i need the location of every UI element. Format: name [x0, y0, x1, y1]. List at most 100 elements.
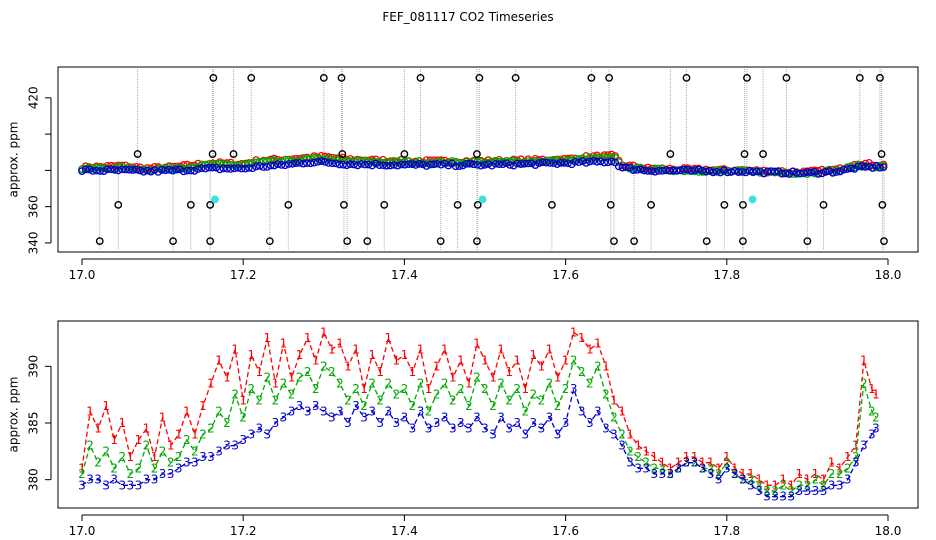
series-1-label: 1 [812, 467, 820, 481]
data-point-s3 [556, 159, 565, 167]
series-3-label: 3 [707, 467, 715, 481]
series-3-label: 3 [167, 467, 175, 481]
series-1-label: 1 [199, 399, 207, 413]
data-point-s3 [415, 160, 424, 168]
series-1-label: 1 [562, 354, 570, 368]
series-3-label: 3 [796, 484, 804, 498]
series-1-label: 1 [328, 342, 336, 356]
data-point-s3 [136, 166, 144, 175]
data-point-s3 [517, 160, 525, 168]
data-point-s3 [397, 160, 406, 169]
data-point-s3 [179, 167, 188, 176]
data-point-s3 [244, 164, 253, 172]
series-2-label: 2 [570, 354, 578, 368]
series-3-label: 3 [481, 422, 489, 436]
series-3-label: 3 [465, 422, 473, 436]
series-1-label: 1 [489, 371, 497, 385]
series-2-label: 2 [199, 427, 207, 441]
data-point-s3 [455, 162, 464, 170]
outlier-point [605, 73, 614, 82]
series-1-label: 1 [650, 450, 658, 464]
series-3-label: 3 [562, 416, 570, 430]
series-3-label: 3 [658, 467, 666, 481]
series-1-label: 1 [401, 348, 409, 362]
series-2-label: 2 [513, 382, 521, 396]
series-3-label: 3 [626, 456, 634, 470]
x-tick-label: 17.6 [552, 524, 579, 538]
series-3-label: 3 [650, 467, 658, 481]
data-point-s3 [306, 159, 315, 168]
series-3-label: 3 [409, 422, 417, 436]
data-point-s3 [781, 169, 790, 178]
series-2-label: 2 [191, 444, 199, 458]
data-point-s3 [263, 163, 271, 171]
series-1-label: 1 [513, 354, 521, 368]
data-point-s3 [364, 160, 373, 169]
data-point-s3 [731, 166, 739, 175]
data-point-s3 [604, 158, 612, 167]
data-point-s3 [727, 168, 736, 176]
series-1-label: 1 [618, 405, 626, 419]
series-2-label: 2 [812, 473, 820, 487]
data-point-s3 [607, 157, 616, 166]
data-point-s3 [274, 160, 282, 168]
series-3-label: 3 [320, 405, 328, 419]
series-3-label: 3 [264, 427, 272, 441]
series-2-label: 2 [521, 405, 529, 419]
data-point-s3 [578, 157, 587, 165]
series-3-label: 3 [86, 473, 94, 487]
series-1-label: 1 [715, 461, 723, 475]
data-point-s3 [828, 169, 837, 177]
data-point-s3 [190, 167, 199, 175]
series-2-label: 2 [465, 399, 473, 413]
series-2-label: 2 [223, 416, 231, 430]
series-2-label: 2 [360, 399, 368, 413]
series-2-label: 2 [215, 405, 223, 419]
series-2-label: 2 [94, 456, 102, 470]
data-point-s3 [393, 161, 402, 170]
series-3-label: 3 [554, 427, 562, 441]
series-3-label: 3 [804, 484, 812, 498]
outlier-point [209, 73, 218, 82]
series-3-label: 3 [675, 461, 683, 475]
data-point-s3 [825, 167, 834, 176]
data-point-s3 [335, 160, 344, 169]
series-1-label: 1 [594, 337, 602, 351]
y-tick-label: 385 [27, 412, 41, 435]
data-point-s3 [792, 169, 801, 177]
panel-2: 17.0 17.2 17.4 17.6 17.8 18.0 380 385 390 approx.… [7, 320, 919, 538]
data-point-s3 [672, 167, 681, 175]
series-1-label: 1 [320, 325, 328, 339]
data-point-s3 [382, 161, 391, 170]
data-point-s2 [614, 158, 623, 166]
data-point-s3 [270, 161, 279, 170]
y-tick-label: 340 [27, 231, 41, 254]
data-point-s3 [255, 162, 264, 170]
data-point-s3 [281, 161, 289, 170]
outlier-point [702, 237, 711, 246]
series-1-label: 1 [368, 348, 376, 362]
outlier-point [133, 150, 142, 158]
data-point-s3 [506, 161, 514, 169]
data-point-s3 [687, 167, 696, 175]
data-point-s3 [596, 157, 605, 166]
data-point-s3 [361, 160, 369, 169]
series-2-label: 2 [457, 382, 465, 396]
data-point-s3 [299, 159, 308, 168]
series-1-label: 1 [336, 337, 344, 351]
series-3-label: 3 [352, 399, 360, 413]
series-1-label: 1 [691, 450, 699, 464]
data-point-s3 [317, 157, 326, 165]
series-3-label: 3 [239, 433, 247, 447]
data-point-s3 [865, 162, 873, 171]
series-2-label: 2 [336, 376, 344, 390]
data-point-s2 [219, 160, 228, 168]
data-point-s3 [451, 162, 460, 171]
outlier-point [819, 200, 828, 209]
series-1-label: 1 [433, 359, 441, 373]
y-tick-label: 390 [27, 355, 41, 378]
series-2-label: 2 [247, 382, 255, 396]
series-1-label: 1 [554, 371, 562, 385]
series-2-label: 2 [344, 393, 352, 407]
series-3-label: 3 [642, 461, 650, 475]
